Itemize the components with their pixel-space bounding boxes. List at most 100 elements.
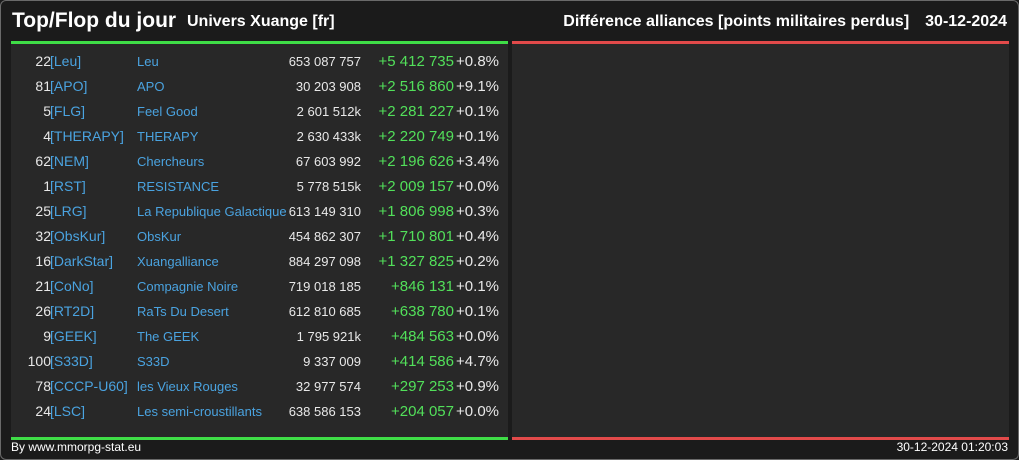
category-label: Différence alliances [points militaires … bbox=[563, 13, 910, 30]
footer-credit: By www.mmorpg-stat.eu bbox=[11, 440, 142, 454]
alliance-tag-link[interactable]: [DarkStar] bbox=[50, 253, 114, 269]
universe-label: Univers Xuange [fr] bbox=[187, 13, 335, 30]
alliance-points: 613 149 310 bbox=[288, 204, 361, 219]
table-row: 4 [THERAPY] THERAPY 2 630 433k +2 220 749 +0.… bbox=[11, 124, 508, 149]
alliance-points: 2 601 512k bbox=[296, 104, 361, 119]
alliance-rank: 32 bbox=[35, 228, 51, 244]
alliance-rank: 22 bbox=[35, 53, 51, 69]
alliance-diff: +2 009 157 bbox=[378, 178, 455, 195]
alliance-name-link[interactable]: La Republique Galactique bbox=[137, 204, 287, 219]
alliance-name-link[interactable]: ObsKur bbox=[137, 229, 182, 244]
alliance-diff-percent: +0.0% bbox=[456, 403, 499, 420]
alliance-tag-link[interactable]: [RST] bbox=[50, 178, 86, 194]
alliance-diff: +1 327 825 bbox=[378, 253, 455, 270]
table-row: 22 [Leu] Leu 653 087 757 +5 412 735 +0.8% bbox=[11, 49, 508, 74]
alliance-diff-percent: +0.0% bbox=[456, 328, 499, 345]
alliance-diff-percent: +0.1% bbox=[456, 278, 499, 295]
alliance-points: 67 603 992 bbox=[295, 154, 361, 169]
alliance-tag-link[interactable]: [FLG] bbox=[50, 103, 86, 119]
alliance-diff-percent: +0.8% bbox=[456, 53, 499, 70]
alliance-diff: +2 516 860 bbox=[378, 78, 455, 95]
alliance-name-link[interactable]: Leu bbox=[137, 54, 159, 69]
alliance-tag-link[interactable]: [Leu] bbox=[50, 53, 82, 69]
table-row: 5 [FLG] Feel Good 2 601 512k +2 281 227 +0.1% bbox=[11, 99, 508, 124]
alliance-name-link[interactable]: Compagnie Noire bbox=[137, 279, 239, 294]
alliance-diff-percent: +3.4% bbox=[456, 153, 499, 170]
header: Top/Flop du jour Univers Xuange [fr] Dif… bbox=[1, 1, 1018, 41]
alliance-diff: +638 780 bbox=[391, 303, 454, 320]
alliance-diff: +484 563 bbox=[391, 328, 454, 345]
alliance-points: 5 778 515k bbox=[296, 179, 361, 194]
alliance-name-link[interactable]: The GEEK bbox=[137, 329, 200, 344]
alliance-diff-percent: +0.1% bbox=[456, 128, 499, 145]
table-row: 81 [APO] APO 30 203 908 +2 516 860 +9.1% bbox=[11, 74, 508, 99]
alliance-rank: 100 bbox=[27, 353, 51, 369]
alliance-name-link[interactable]: APO bbox=[137, 79, 165, 94]
alliance-rank: 26 bbox=[35, 303, 51, 319]
alliance-rank: 9 bbox=[43, 328, 51, 344]
alliance-points: 612 810 685 bbox=[288, 304, 361, 319]
page-title: Top/Flop du jour bbox=[12, 9, 177, 32]
alliance-tag-link[interactable]: [APO] bbox=[50, 78, 88, 94]
alliance-diff: +1 806 998 bbox=[378, 203, 455, 220]
alliance-diff: +204 057 bbox=[391, 403, 454, 420]
alliance-rank: 4 bbox=[43, 128, 51, 144]
alliance-points: 638 586 153 bbox=[288, 404, 361, 419]
table-row: 24 [LSC] Les semi-croustillants 638 586 153… bbox=[11, 399, 508, 424]
alliance-tag-link[interactable]: [THERAPY] bbox=[50, 128, 124, 144]
alliance-rank: 16 bbox=[35, 253, 51, 269]
alliance-name-link[interactable]: RESISTANCE bbox=[137, 179, 220, 194]
date-label: 30-12-2024 bbox=[925, 13, 1007, 30]
alliance-tag-link[interactable]: [RT2D] bbox=[50, 303, 95, 319]
table-row: 25 [LRG] La Republique Galactique 613 149 3… bbox=[11, 199, 508, 224]
alliance-rank: 5 bbox=[43, 103, 51, 119]
table-row: 100 [S33D] S33D 9 337 009 +414 586 +4.7% bbox=[11, 349, 508, 374]
table-row: 78 [CCCP-U60] les Vieux Rouges 32 977 574 +2… bbox=[11, 374, 508, 399]
top-panel: 22 [Leu] Leu 653 087 757 +5 412 735 +0.8% 81 [A… bbox=[11, 41, 508, 440]
alliance-tag-link[interactable]: [CoNo] bbox=[50, 278, 94, 294]
alliance-name-link[interactable]: Chercheurs bbox=[137, 154, 205, 169]
top-list: 22 [Leu] Leu 653 087 757 +5 412 735 +0.8% 81 [A… bbox=[11, 49, 508, 424]
alliance-tag-link[interactable]: [NEM] bbox=[50, 153, 89, 169]
alliance-tag-link[interactable]: [LSC] bbox=[50, 403, 86, 419]
alliance-points: 30 203 908 bbox=[295, 79, 361, 94]
table-row: 9 [GEEK] The GEEK 1 795 921k +484 563 +0.0% bbox=[11, 324, 508, 349]
table-row: 16 [DarkStar] Xuangalliance 884 297 098 +1 3… bbox=[11, 249, 508, 274]
alliance-diff-percent: +0.4% bbox=[456, 228, 499, 245]
alliance-points: 32 977 574 bbox=[295, 379, 361, 394]
alliance-diff: +5 412 735 bbox=[378, 53, 455, 70]
alliance-name-link[interactable]: les Vieux Rouges bbox=[137, 379, 238, 394]
alliance-diff-percent: +0.3% bbox=[456, 203, 499, 220]
alliance-diff: +297 253 bbox=[391, 378, 454, 395]
alliance-name-link[interactable]: Les semi-croustillants bbox=[137, 404, 262, 419]
alliance-rank: 1 bbox=[43, 178, 51, 194]
alliance-diff: +846 131 bbox=[391, 278, 454, 295]
alliance-tag-link[interactable]: [CCCP-U60] bbox=[50, 378, 128, 394]
alliance-diff: +2 196 626 bbox=[378, 153, 455, 170]
table-row: 62 [NEM] Chercheurs 67 603 992 +2 196 626 +3.… bbox=[11, 149, 508, 174]
alliance-rank: 62 bbox=[35, 153, 51, 169]
table-row: 21 [CoNo] Compagnie Noire 719 018 185 +846 1… bbox=[11, 274, 508, 299]
alliance-rank: 24 bbox=[35, 403, 51, 419]
alliance-diff-percent: +0.9% bbox=[456, 378, 499, 395]
alliance-name-link[interactable]: RaTs Du Desert bbox=[137, 304, 229, 319]
alliance-diff-percent: +0.2% bbox=[456, 253, 499, 270]
alliance-diff: +2 281 227 bbox=[378, 103, 455, 120]
alliance-points: 719 018 185 bbox=[288, 279, 361, 294]
alliance-rank: 25 bbox=[35, 203, 51, 219]
alliance-tag-link[interactable]: [S33D] bbox=[50, 353, 93, 369]
alliance-name-link[interactable]: Xuangalliance bbox=[137, 254, 219, 269]
alliance-diff-percent: +0.0% bbox=[456, 178, 499, 195]
alliance-points: 884 297 098 bbox=[288, 254, 361, 269]
alliance-diff-percent: +0.1% bbox=[456, 103, 499, 120]
alliance-name-link[interactable]: THERAPY bbox=[137, 129, 199, 144]
alliance-name-link[interactable]: Feel Good bbox=[137, 104, 198, 119]
alliance-name-link[interactable]: S33D bbox=[137, 354, 170, 369]
table-row: 1 [RST] RESISTANCE 5 778 515k +2 009 157 +0.0… bbox=[11, 174, 508, 199]
alliance-tag-link[interactable]: [LRG] bbox=[50, 203, 87, 219]
table-row: 32 [ObsKur] ObsKur 454 862 307 +1 710 801 +0.… bbox=[11, 224, 508, 249]
table-row: 26 [RT2D] RaTs Du Desert 612 810 685 +638 78… bbox=[11, 299, 508, 324]
alliance-tag-link[interactable]: [GEEK] bbox=[50, 328, 97, 344]
alliance-tag-link[interactable]: [ObsKur] bbox=[50, 228, 106, 244]
